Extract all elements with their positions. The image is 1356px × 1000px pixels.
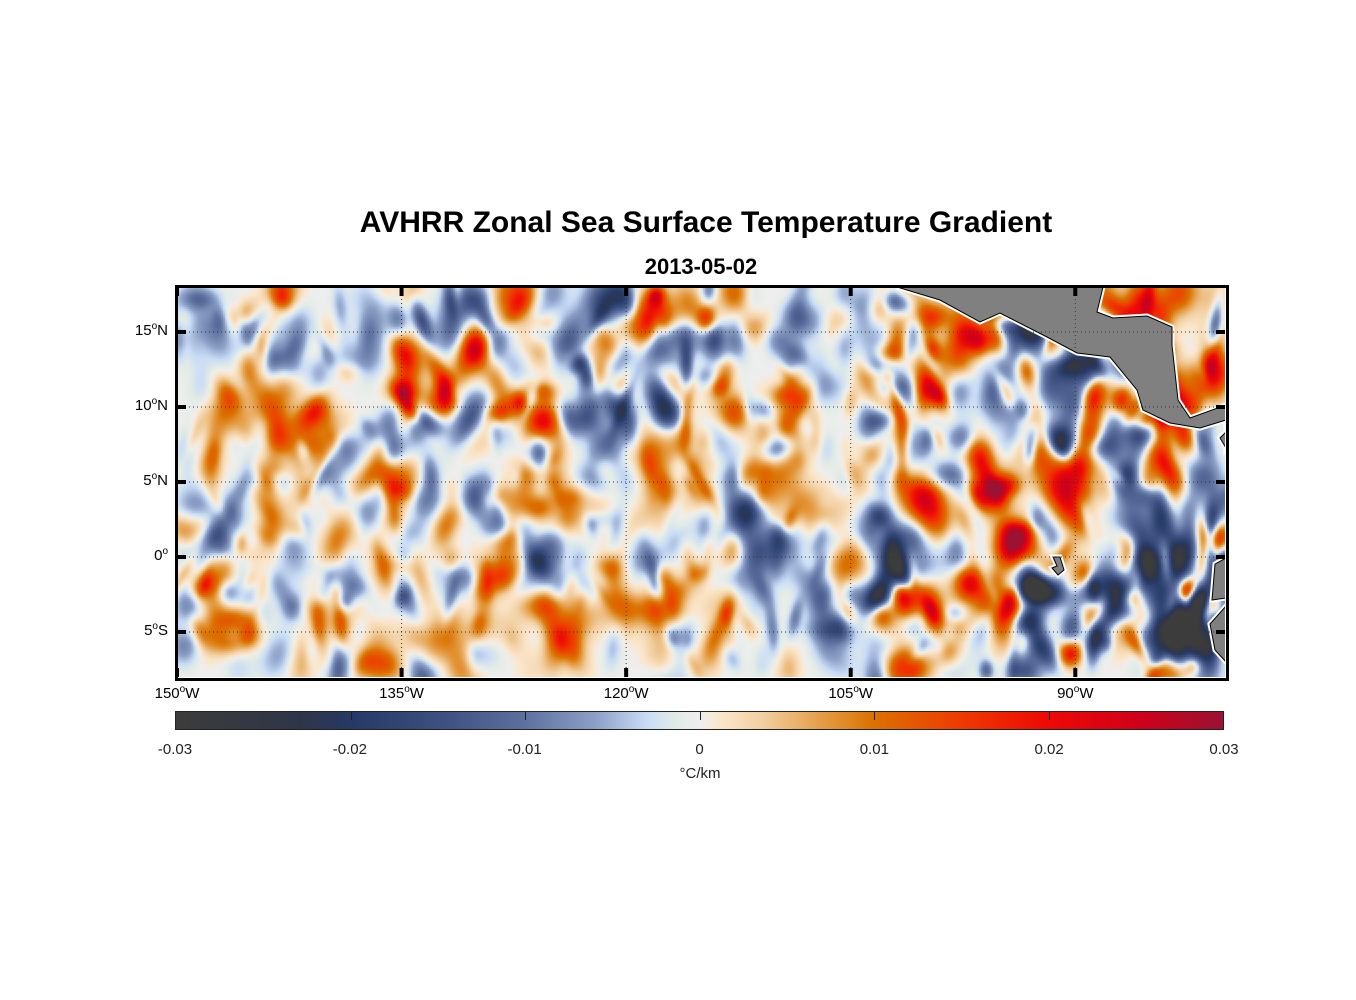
land-south-america-north [1211,557,1225,601]
tick-num: 5 [144,622,153,639]
tick-deg: o [162,546,168,557]
land-central-america [896,287,1225,448]
tick-hem: S [157,622,168,639]
x-tick-label: 150oW [137,684,217,702]
map-overlay [177,287,1225,677]
colorbar-tick [525,712,526,720]
y-tick-right [1216,555,1225,559]
tick-num: 15 [134,322,152,339]
x-tick-label: 120oW [586,684,666,702]
y-tick-label: 0o [108,546,168,564]
tick-deg: o [151,471,158,482]
colorbar-tick [350,712,352,720]
tick-hem: N [157,397,168,414]
colorbar-tick-label: -0.03 [157,741,193,758]
x-tick-label: 105oW [811,684,891,702]
x-tick-bottom [177,668,179,677]
land-south-america-south [1209,606,1225,662]
tick-deg: o [151,396,158,407]
colorbar [175,711,1224,730]
colorbar-tick-label: -0.01 [507,741,542,758]
land-galapagos [1051,556,1065,576]
tick-deg: o [853,684,859,695]
tick-hem: W [1079,685,1094,702]
y-tick-label: 5oS [108,621,168,639]
x-tick-label: 90oW [1035,684,1115,702]
x-tick-top [848,287,853,296]
x-tick-top [1073,287,1078,296]
tick-hem: N [157,472,168,489]
y-tick-left [177,630,186,634]
y-tick-label: 5oN [108,471,168,489]
tick-num: 0 [154,547,163,564]
y-tick-label: 15oN [108,321,168,339]
map-plot-area [177,287,1225,677]
tick-num: 10 [134,397,152,414]
colorbar-tick [1048,712,1050,720]
y-tick-left [177,480,186,484]
tick-hem: N [157,322,168,339]
tick-hem: W [634,685,649,702]
tick-deg: o [404,684,410,695]
colorbar-tick-label: 0.03 [1209,741,1239,758]
tick-deg: o [151,321,158,332]
x-tick-top [399,287,404,296]
tick-num: 120 [603,685,629,702]
tick-deg: o [152,621,158,632]
x-tick-label: 135oW [362,684,442,702]
y-tick-right [1216,630,1225,634]
tick-hem: W [185,685,200,702]
x-tick-top [624,287,629,296]
x-tick-bottom [624,668,629,677]
tick-num: 105 [828,685,854,702]
x-tick-bottom [1073,668,1078,677]
y-tick-left [177,330,186,334]
y-tick-label: 10oN [108,396,168,414]
tick-hem: W [409,685,424,702]
chart-title: AVHRR Zonal Sea Surface Temperature Grad… [359,206,1053,239]
tick-deg: o [179,684,186,695]
y-tick-left [177,555,186,559]
colorbar-tick-label: -0.02 [332,741,367,758]
tick-num: 5 [143,472,152,489]
y-tick-right [1216,330,1225,334]
y-tick-right [1216,405,1225,409]
tick-num: 150 [154,685,180,702]
colorbar-tick-label: 0.01 [859,741,889,758]
x-tick-bottom [399,668,404,677]
tick-num: 90 [1057,685,1074,702]
tick-deg: o [628,684,635,695]
colorbar-units-label: °C/km [679,765,721,782]
x-tick-top [177,287,179,296]
tick-hem: W [858,685,874,702]
colorbar-tick-label: 0.02 [1034,741,1064,758]
y-tick-right [1216,480,1225,484]
chart-subtitle: 2013-05-02 [644,254,758,279]
colorbar-tick [699,712,701,720]
tick-num: 135 [379,685,405,702]
tick-deg: o [1073,684,1080,695]
colorbar-tick-label: 0 [695,741,704,758]
y-tick-left [177,405,186,409]
colorbar-tick [874,712,875,720]
x-tick-bottom [848,668,853,677]
